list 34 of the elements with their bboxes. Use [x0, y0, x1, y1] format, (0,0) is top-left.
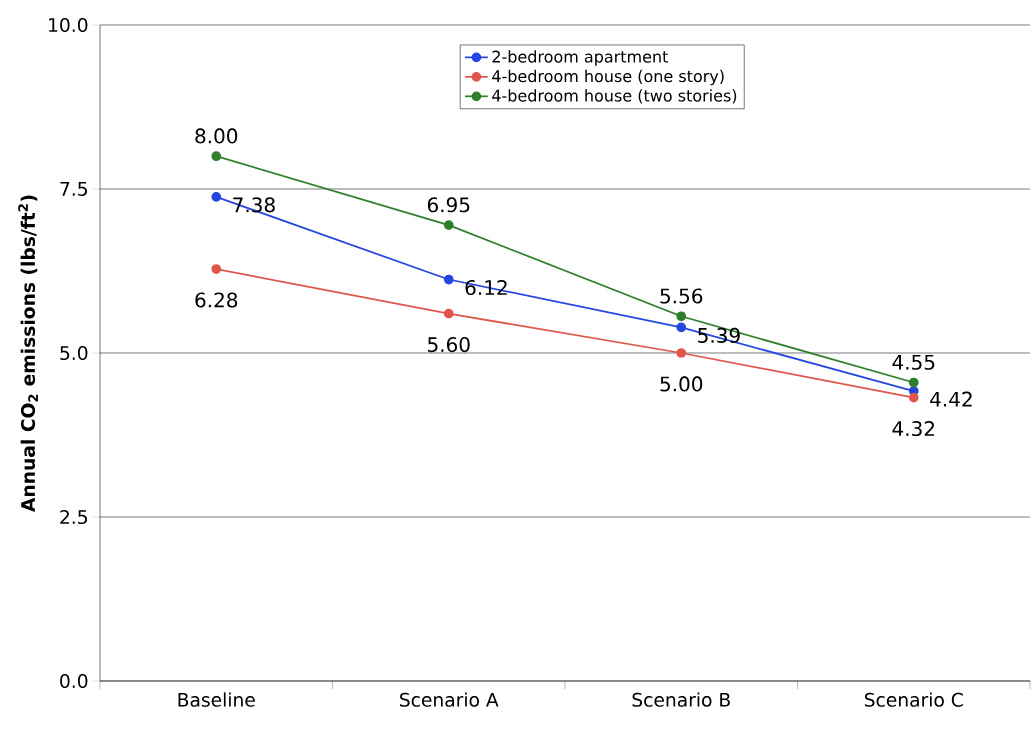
y-tick-label: 0.0	[60, 673, 88, 689]
data-label: 8.00	[195, 128, 238, 144]
data-label: 6.28	[195, 292, 238, 308]
data-label: 4.55	[892, 354, 935, 370]
y-tick-label: 5.0	[60, 345, 88, 361]
y-tick-label: 10.0	[49, 17, 88, 33]
point	[443, 220, 454, 230]
point	[676, 311, 687, 322]
point	[443, 274, 454, 285]
data-label: 4.42	[930, 391, 972, 407]
x-tick-label: Scenario C	[864, 692, 963, 707]
data-label: 5.00	[660, 376, 703, 392]
data-label: 5.56	[660, 288, 703, 304]
x-tick-label: Baseline	[178, 692, 255, 707]
point	[908, 377, 919, 388]
legend-label: 4-bedroom house (two stories)	[492, 89, 737, 104]
y-axis-title: Annual CO$_{2}$ emissions (lbs/ft$^{2}$)	[18, 195, 38, 512]
point	[211, 264, 222, 274]
point	[211, 151, 222, 162]
data-label: 7.38	[233, 197, 275, 213]
legend-label: 4-bedroom house (one story)	[492, 69, 724, 86]
point	[443, 308, 454, 319]
y-tick-label: 2.5	[60, 509, 87, 525]
x-tick-label: Scenario A	[400, 692, 499, 707]
point	[211, 192, 222, 202]
point	[908, 392, 919, 403]
point	[676, 322, 687, 333]
point	[676, 348, 687, 358]
y-tick-label: 7.5	[60, 182, 87, 196]
data-label: 5.60	[428, 337, 470, 353]
data-label: 6.95	[427, 197, 470, 213]
data-label: 4.32	[892, 420, 935, 437]
x-tick-label: Scenario B	[632, 692, 730, 707]
legend-label: 2-bedroom apartment	[492, 50, 668, 66]
